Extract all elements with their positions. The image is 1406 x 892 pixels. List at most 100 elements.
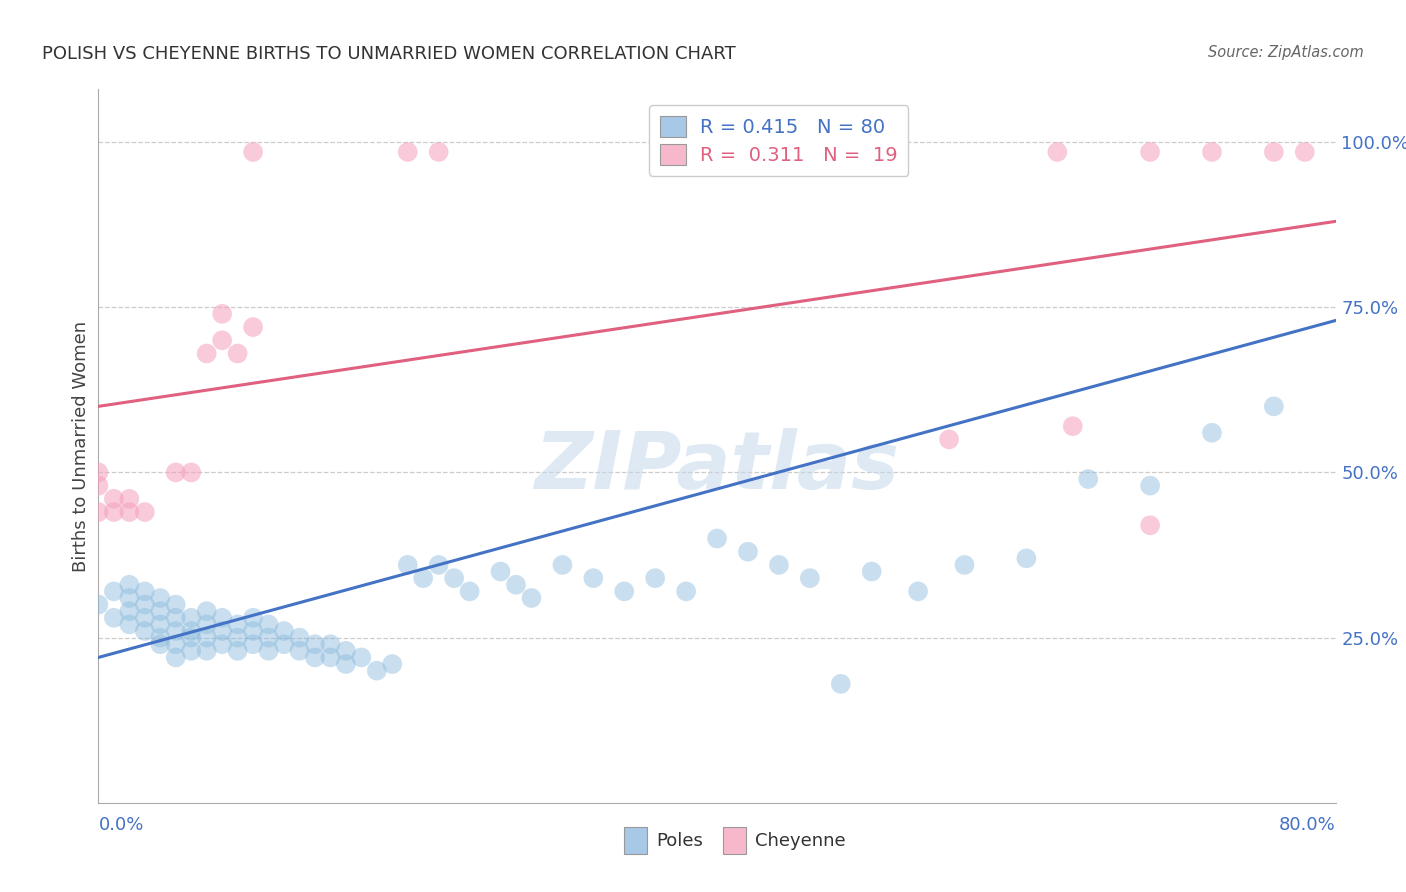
Point xyxy=(211,637,233,651)
Point xyxy=(165,611,187,625)
Point xyxy=(118,591,141,605)
Bar xyxy=(723,827,745,855)
Point xyxy=(335,657,357,671)
Point xyxy=(396,145,419,159)
Point xyxy=(860,145,883,159)
Point xyxy=(1062,419,1084,434)
Point xyxy=(87,466,110,480)
Point xyxy=(195,617,218,632)
Point xyxy=(257,631,280,645)
Text: Cheyenne: Cheyenne xyxy=(755,831,846,849)
Point xyxy=(582,571,605,585)
Point xyxy=(1294,145,1316,159)
Point xyxy=(273,637,295,651)
Point xyxy=(242,145,264,159)
Point xyxy=(118,604,141,618)
Point xyxy=(226,346,249,360)
Point xyxy=(737,545,759,559)
Point xyxy=(1139,518,1161,533)
Text: Source: ZipAtlas.com: Source: ZipAtlas.com xyxy=(1208,45,1364,60)
Point xyxy=(165,598,187,612)
Point xyxy=(319,650,342,665)
Point xyxy=(149,591,172,605)
Point xyxy=(799,571,821,585)
Point xyxy=(87,598,110,612)
Point xyxy=(242,637,264,651)
Point xyxy=(211,333,233,347)
Point xyxy=(257,617,280,632)
Point xyxy=(149,604,172,618)
Text: 0.0%: 0.0% xyxy=(98,816,143,834)
Point xyxy=(242,624,264,638)
Point xyxy=(938,433,960,447)
Point xyxy=(1015,551,1038,566)
Point xyxy=(335,644,357,658)
Point xyxy=(242,611,264,625)
Point xyxy=(134,598,156,612)
Point xyxy=(304,650,326,665)
Point xyxy=(1263,145,1285,159)
Point xyxy=(412,571,434,585)
Point xyxy=(180,624,202,638)
Point xyxy=(134,611,156,625)
Point xyxy=(195,631,218,645)
Point xyxy=(489,565,512,579)
Point xyxy=(458,584,481,599)
Point xyxy=(149,631,172,645)
Point xyxy=(1139,145,1161,159)
Point xyxy=(226,617,249,632)
Point xyxy=(195,644,218,658)
Legend: R = 0.415   N = 80, R =  0.311   N =  19: R = 0.415 N = 80, R = 0.311 N = 19 xyxy=(650,105,908,176)
Point xyxy=(706,532,728,546)
Point xyxy=(211,611,233,625)
Point xyxy=(103,505,125,519)
Point xyxy=(211,624,233,638)
Point xyxy=(860,565,883,579)
Point xyxy=(87,478,110,492)
Point xyxy=(319,637,342,651)
Point xyxy=(768,558,790,572)
Point xyxy=(520,591,543,605)
Point xyxy=(953,558,976,572)
Point xyxy=(180,644,202,658)
Point xyxy=(118,491,141,506)
Point xyxy=(443,571,465,585)
Text: ZIPatlas: ZIPatlas xyxy=(534,428,900,507)
Text: 80.0%: 80.0% xyxy=(1279,816,1336,834)
Point xyxy=(1263,400,1285,414)
Point xyxy=(134,624,156,638)
Point xyxy=(103,584,125,599)
Point xyxy=(366,664,388,678)
Point xyxy=(118,505,141,519)
Point xyxy=(226,644,249,658)
Point xyxy=(1201,145,1223,159)
Point xyxy=(381,657,404,671)
Text: Poles: Poles xyxy=(657,831,703,849)
Point xyxy=(257,644,280,658)
Point xyxy=(396,558,419,572)
Point xyxy=(165,624,187,638)
Point xyxy=(211,307,233,321)
Point xyxy=(165,637,187,651)
Point xyxy=(505,578,527,592)
Point xyxy=(165,650,187,665)
Point xyxy=(644,571,666,585)
Point xyxy=(134,505,156,519)
Point xyxy=(149,617,172,632)
Point xyxy=(180,631,202,645)
Point xyxy=(195,604,218,618)
Point xyxy=(226,631,249,645)
Point xyxy=(551,558,574,572)
Point xyxy=(427,145,450,159)
Point xyxy=(350,650,373,665)
Point xyxy=(1077,472,1099,486)
Point xyxy=(149,637,172,651)
Point xyxy=(134,584,156,599)
Text: POLISH VS CHEYENNE BIRTHS TO UNMARRIED WOMEN CORRELATION CHART: POLISH VS CHEYENNE BIRTHS TO UNMARRIED W… xyxy=(42,45,735,62)
Point xyxy=(180,466,202,480)
Point xyxy=(103,611,125,625)
Bar xyxy=(624,827,647,855)
Point xyxy=(288,644,311,658)
Point xyxy=(180,611,202,625)
Point xyxy=(273,624,295,638)
